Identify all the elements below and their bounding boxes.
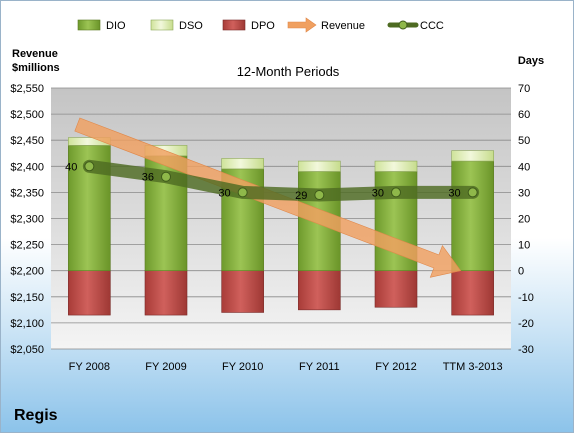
ccc-point bbox=[467, 187, 478, 198]
ccc-line bbox=[82, 159, 480, 202]
y-right-tick-label: 20 bbox=[518, 214, 530, 226]
y-right-tick-label: 70 bbox=[518, 83, 530, 95]
ccc-data-label: 36 bbox=[142, 172, 154, 184]
y-left-axis-label-line1: Revenue bbox=[12, 48, 58, 60]
legend-swatch-revenue bbox=[287, 17, 317, 33]
y-left-axis-label-line2: $millions bbox=[12, 62, 60, 74]
y-left-tick-label: $2,450 bbox=[10, 135, 44, 147]
y-right-tick-label: 30 bbox=[518, 187, 530, 199]
legend-label-dio: DIO bbox=[106, 20, 126, 32]
ccc-point bbox=[314, 190, 325, 201]
x-tick-label: TTM 3-2013 bbox=[443, 361, 503, 373]
y-right-tick-label: -30 bbox=[518, 344, 534, 356]
x-tick-label: FY 2011 bbox=[299, 361, 340, 373]
bar-dso bbox=[221, 158, 264, 170]
x-tick-label: FY 2009 bbox=[145, 361, 186, 373]
bar-dpo bbox=[68, 270, 111, 316]
bar-dpo bbox=[298, 270, 341, 311]
y-left-tick-label: $2,100 bbox=[10, 318, 44, 330]
legend-marker-ccc bbox=[398, 20, 408, 30]
bar-dpo bbox=[451, 270, 494, 316]
bar-dso bbox=[298, 160, 341, 172]
legend-label-ccc: CCC bbox=[420, 20, 444, 32]
ccc-point bbox=[84, 161, 95, 172]
ccc-data-label: 30 bbox=[218, 187, 230, 199]
ccc-point bbox=[161, 171, 171, 182]
ccc-point bbox=[237, 187, 248, 198]
y-right-tick-label: -10 bbox=[518, 292, 534, 304]
bar-dso bbox=[374, 160, 418, 172]
y-right-axis-label: Days bbox=[518, 55, 544, 67]
ccc-data-label: 30 bbox=[372, 187, 384, 199]
y-right-tick-label: 50 bbox=[518, 135, 530, 147]
y-right-tick-label: -20 bbox=[518, 318, 534, 330]
legend-swatch-dso bbox=[150, 19, 174, 31]
y-left-tick-label: $2,150 bbox=[10, 292, 44, 304]
bar-dpo bbox=[374, 270, 418, 308]
y-left-tick-label: $2,300 bbox=[10, 214, 44, 226]
y-right-tick-label: 60 bbox=[518, 109, 530, 121]
ccc-point bbox=[391, 187, 401, 198]
y-left-tick-label: $2,250 bbox=[10, 240, 44, 252]
y-left-tick-label: $2,550 bbox=[10, 83, 44, 95]
y-left-tick-label: $2,500 bbox=[10, 109, 44, 121]
x-tick-label: FY 2010 bbox=[222, 361, 263, 373]
bar-dpo bbox=[221, 270, 264, 313]
y-left-tick-label: $2,200 bbox=[10, 266, 44, 278]
ccc-data-label: 40 bbox=[65, 161, 77, 173]
bar-dio bbox=[451, 160, 494, 272]
x-tick-label: FY 2012 bbox=[375, 361, 416, 373]
legend-label-revenue: Revenue bbox=[321, 20, 365, 32]
y-right-tick-label: 40 bbox=[518, 161, 530, 173]
legend-swatch-dio bbox=[77, 19, 101, 31]
legend-label-dpo: DPO bbox=[251, 20, 275, 32]
y-right-tick-label: 10 bbox=[518, 240, 530, 252]
ccc-data-label: 29 bbox=[295, 190, 307, 202]
legend-swatch-dpo bbox=[222, 19, 246, 31]
y-left-tick-label: $2,050 bbox=[10, 344, 44, 356]
y-right-tick-label: 0 bbox=[518, 266, 524, 278]
ccc-data-label: 30 bbox=[448, 187, 460, 199]
bar-dpo bbox=[144, 270, 188, 316]
legend-label-dso: DSO bbox=[179, 20, 203, 32]
company-name: Regis bbox=[14, 407, 58, 424]
y-left-tick-label: $2,350 bbox=[10, 187, 44, 199]
x-tick-label: FY 2008 bbox=[69, 361, 110, 373]
chart-title: 12-Month Periods bbox=[237, 64, 340, 79]
y-left-tick-label: $2,400 bbox=[10, 161, 44, 173]
bar-dso bbox=[451, 150, 494, 162]
